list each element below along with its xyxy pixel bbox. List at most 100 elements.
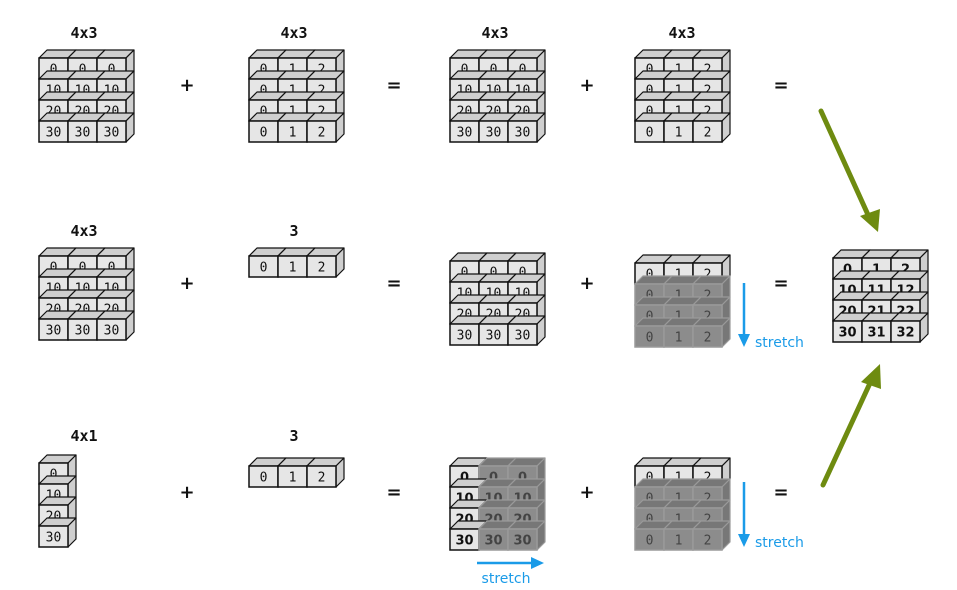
grid-cell: 2 xyxy=(692,112,731,143)
cell-value: 30 xyxy=(484,534,502,549)
cell-value: 30 xyxy=(515,329,531,344)
cell-value: 30 xyxy=(46,324,62,339)
cell-value: 1 xyxy=(675,105,683,120)
cell-value: 1 xyxy=(289,261,297,276)
cell-value: 0 xyxy=(646,471,654,486)
row3-c-stretch-label: stretch xyxy=(482,571,531,587)
row2-equals-sign: = xyxy=(386,273,401,294)
cell-value: 2 xyxy=(704,310,712,325)
row1-equals-sign-2: = xyxy=(773,75,788,96)
grid-cell: 30 xyxy=(96,310,135,341)
cell-value: 0 xyxy=(646,268,654,283)
cell-value: 1 xyxy=(675,471,683,486)
grid-cell: 30 xyxy=(38,517,77,548)
stretch-arrow-down-row2 xyxy=(738,283,750,347)
cell-value: 0 xyxy=(518,471,527,486)
cell-value: 0 xyxy=(50,468,58,483)
row3-a-shape-label: 4x1 xyxy=(70,427,97,445)
cell-value: 1 xyxy=(675,126,683,141)
cell-value: 2 xyxy=(704,126,712,141)
cell-value: 1 xyxy=(872,263,881,278)
row2-vector-b: 0 1 2 xyxy=(248,247,345,278)
cell-value: 0 xyxy=(260,471,268,486)
cell-value: 32 xyxy=(896,326,914,341)
cell-value: 0 xyxy=(646,63,654,78)
grid-cell: 2 xyxy=(306,457,345,488)
grid-cell: 30 xyxy=(478,315,517,346)
cell-value: 2 xyxy=(704,534,712,549)
row2-equals-sign-2: = xyxy=(773,273,788,294)
cell-value: 1 xyxy=(675,492,683,507)
row3-matrix-d-stretched: 0 1 2 0 1 2 0 1 2 0 1 2 xyxy=(634,457,731,551)
row3-b-shape-label: 3 xyxy=(289,427,298,445)
cell-value: 30 xyxy=(75,126,91,141)
cell-value: 0 xyxy=(489,471,498,486)
cell-value: 1 xyxy=(675,63,683,78)
cell-value: 2 xyxy=(704,513,712,528)
row3-equals-sign-2: = xyxy=(773,482,788,503)
result-arrow-down-right xyxy=(818,108,880,232)
cell-value: 2 xyxy=(704,471,712,486)
cell-value: 0 xyxy=(50,63,58,78)
cell-value: 2 xyxy=(901,263,910,278)
cell-value: 0 xyxy=(79,63,87,78)
cell-value: 30 xyxy=(457,126,473,141)
row3-equals-sign: = xyxy=(386,482,401,503)
cell-value: 30 xyxy=(46,531,62,546)
cell-value: 0 xyxy=(646,310,654,325)
cell-value: 2 xyxy=(704,268,712,283)
cell-value: 2 xyxy=(704,492,712,507)
cell-value: 30 xyxy=(104,126,120,141)
cell-value: 1 xyxy=(289,84,297,99)
cell-value: 2 xyxy=(704,84,712,99)
cell-value: 2 xyxy=(318,63,326,78)
row2-b-shape-label: 3 xyxy=(289,222,298,240)
grid-cell: 30 xyxy=(449,112,488,143)
row3-d-stretch-label: stretch xyxy=(755,535,804,551)
cell-value: 0 xyxy=(646,513,654,528)
cell-value: 0 xyxy=(108,261,116,276)
row3-plus-sign-2: + xyxy=(579,482,594,503)
cell-value: 0 xyxy=(260,105,268,120)
result-arrow-up-right xyxy=(820,364,881,488)
cell-value: 30 xyxy=(486,126,502,141)
cell-value: 0 xyxy=(461,63,469,78)
cell-value: 0 xyxy=(519,266,527,281)
cell-value: 2 xyxy=(704,289,712,304)
cell-value: 30 xyxy=(46,126,62,141)
grid-cell: 30 xyxy=(96,112,135,143)
cell-value: 0 xyxy=(490,266,498,281)
stretch-arrow-right-row3 xyxy=(477,557,544,569)
cell-value: 0 xyxy=(646,126,654,141)
cell-value: 2 xyxy=(704,63,712,78)
cell-value: 1 xyxy=(675,289,683,304)
stretch-arrow-down-row3 xyxy=(738,482,750,547)
row3-plus-sign: + xyxy=(179,482,194,503)
cell-value: 0 xyxy=(646,84,654,99)
cell-value: 30 xyxy=(457,329,473,344)
cell-value: 0 xyxy=(260,63,268,78)
cell-value: 2 xyxy=(318,105,326,120)
row1-matrix-b: 0 1 2 0 1 2 0 1 2 0 1 2 xyxy=(248,49,345,143)
cell-value: 0 xyxy=(260,126,268,141)
cell-value: 31 xyxy=(867,326,885,341)
row2-plus-sign: + xyxy=(179,273,194,294)
cell-value: 1 xyxy=(289,471,297,486)
cell-value: 30 xyxy=(515,126,531,141)
row1-b-shape-label: 4x3 xyxy=(280,24,307,42)
cell-value: 0 xyxy=(490,63,498,78)
cell-value: 30 xyxy=(513,534,531,549)
cell-value: 1 xyxy=(675,513,683,528)
grid-cell: 32 xyxy=(890,312,929,343)
cell-value: 0 xyxy=(79,261,87,276)
row1-equals-sign: = xyxy=(386,75,401,96)
row2-stretch-label: stretch xyxy=(755,335,804,351)
